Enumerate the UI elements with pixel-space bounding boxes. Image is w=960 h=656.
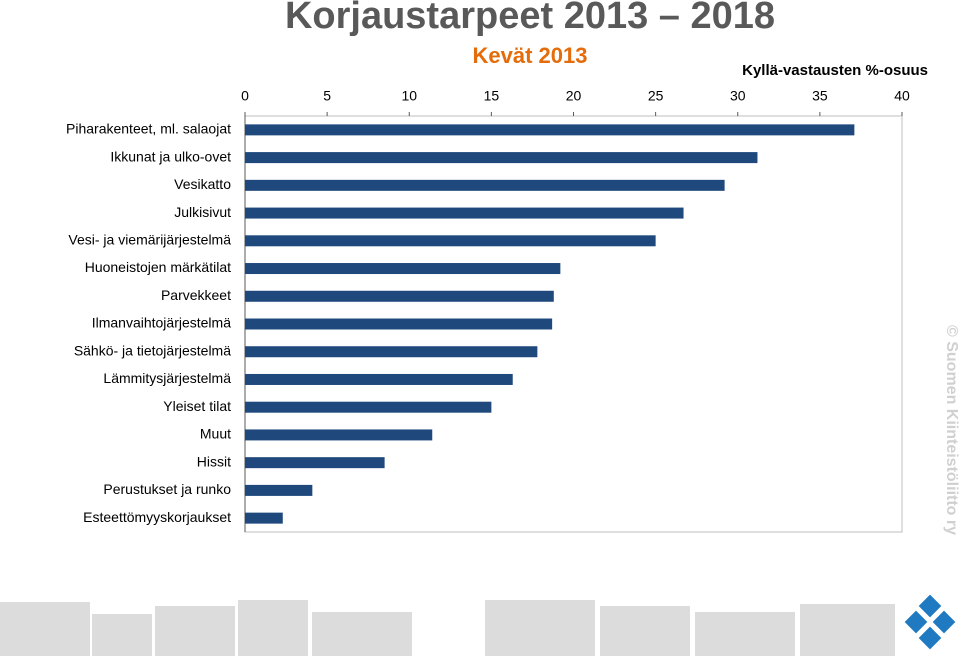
bar [245,512,283,524]
y-tick-label: Ilmanvaihtojärjestelmä [92,315,231,331]
y-tick-label: Parvekkeet [161,287,231,303]
y-tick-label: Esteettömyyskorjaukset [83,509,231,525]
y-tick-label: Julkisivut [174,204,231,220]
logo [904,594,956,650]
bar [245,429,433,441]
bar [245,235,656,247]
x-tick-label: 0 [241,88,249,104]
y-tick-label: Piharakenteet, ml. salaojat [66,121,231,137]
y-tick-label: Muut [200,426,231,442]
x-tick-label: 10 [401,88,417,104]
bar [245,401,492,413]
bar [245,207,684,219]
y-tick-label: Vesikatto [174,176,231,192]
x-tick-label: 40 [894,88,910,104]
chart-title: Korjaustarpeet 2013 – 2018 [285,0,775,37]
chart-subtitle: Kevät 2013 [473,43,588,68]
x-tick-label: 15 [484,88,500,104]
x-tick-label: 20 [566,88,582,104]
bar [245,152,758,164]
y-tick-label: Yleiset tilat [163,398,231,414]
bar [245,124,855,136]
bar [245,346,538,358]
bar [245,318,553,330]
y-tick-label: Huoneistojen märkätilat [85,259,231,275]
bar [245,484,313,496]
x-tick-label: 30 [730,88,746,104]
bar [245,290,554,302]
y-tick-label: Lämmitysjärjestelmä [103,370,231,386]
axis-label: Kyllä-vastausten %-osuus [742,62,928,79]
x-tick-label: 25 [648,88,664,104]
bar [245,179,725,191]
y-tick-label: Ikkunat ja ulko-ovet [110,148,231,164]
y-tick-label: Sähkö- ja tietojärjestelmä [74,342,231,358]
watermark: © Suomen Kiinteistöliitto ry [943,325,960,535]
bar [245,263,561,275]
bar [245,373,513,385]
skyline [0,600,895,656]
y-tick-label: Vesi- ja viemärijärjestelmä [68,232,231,248]
y-tick-label: Hissit [197,453,231,469]
bar [245,457,385,469]
x-tick-label: 5 [323,88,331,104]
x-tick-label: 35 [812,88,828,104]
y-tick-label: Perustukset ja runko [103,481,231,497]
